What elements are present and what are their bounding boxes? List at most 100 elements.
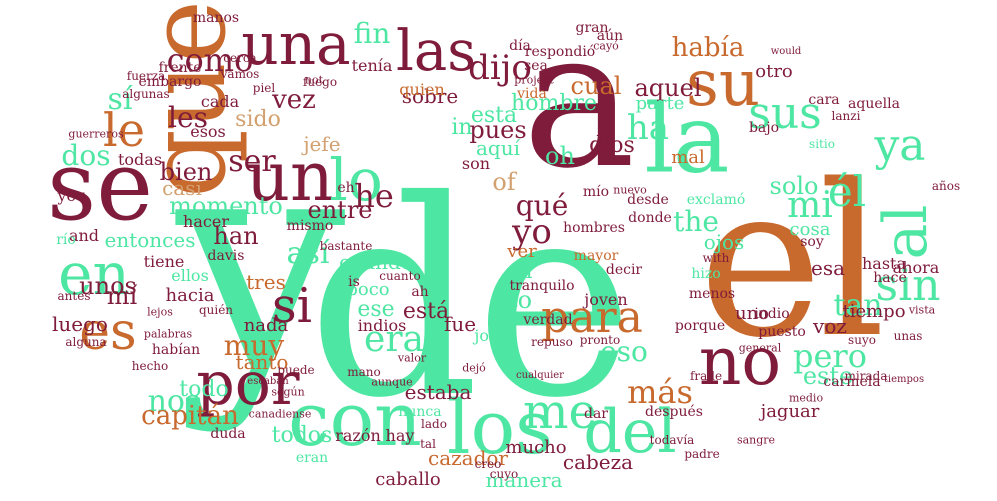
word-bajo: bajo [748,120,780,136]
word-luego: luego [52,312,108,336]
word-era: era [364,319,424,360]
word-davis: davis [207,248,245,264]
word-vamos: vamos [220,67,260,81]
word-cayo: cayó [593,39,619,53]
word-momento: momento [169,192,283,220]
word-sido: sido [235,107,281,132]
word-bastante: bastante [319,239,373,253]
word-dia: día [509,38,531,54]
word-hace: hace [873,270,907,286]
word-mi: mi [787,185,833,226]
word-lo: lo [329,146,383,214]
word-oh: oh [545,142,575,170]
word-unos: unos [79,272,137,300]
word-cerca: cerca [223,51,257,65]
word-cara: cara [808,92,840,108]
word-todo: todo [179,377,229,402]
word-ha: ha [626,108,670,148]
word-despues: después [645,404,703,420]
word-to: to [507,286,533,314]
word-una: una [241,10,351,78]
word-anos: años [931,179,961,193]
word-fue: fue [443,312,477,336]
word-tiempo: tiempo [842,301,906,322]
word-las: las [395,19,477,84]
word-indio: indio [754,306,790,322]
word-tranquilo: tranquilo [509,278,575,294]
word-uno: uno [734,303,770,324]
word-carmela: carmela [823,374,881,390]
word-medio: medio [788,391,824,405]
word-habian: habían [151,342,201,358]
word-hasta: hasta [861,254,907,273]
word-voz: voz [813,314,847,338]
word-otro: otro [755,61,793,82]
word-solo: solo [769,172,819,200]
word-mas: más [627,373,693,411]
word-not: not [304,73,324,87]
word-pero: pero [793,337,867,375]
word-ya: ya [874,120,926,171]
word-piel: piel [252,81,276,95]
word-desde: desde [627,192,669,208]
word-fin: fin [353,17,391,50]
word-tenia: tenía [351,56,393,75]
word-pronto: pronto [579,333,621,347]
word-muy: muy [223,329,285,362]
word-lejos: lejos [147,305,173,319]
word-ese: ese [357,297,395,322]
word-un: un [246,138,334,217]
word-han: han [213,222,259,250]
word-donde: donde [628,210,672,226]
word-canadiense: canadiense [248,407,312,421]
word-repuso: repuso [531,335,573,349]
word-aun: aún [596,28,624,44]
word-mio: mío [582,184,610,200]
word-sin: sin [875,260,941,311]
word-los: los [446,385,554,471]
word-dar: dar [583,406,609,422]
word-cosa: cosa [789,219,831,240]
word-cual: cual [570,72,622,100]
word-mi2: mí [106,282,138,310]
word-antes: antes [57,289,91,303]
word-fuerza: fuerza [126,69,166,83]
word-esos: esos [190,122,226,141]
word-la: la [644,84,729,195]
word-como: como [166,41,254,79]
word-soy: soy [800,234,824,250]
word-algunas: algunas [122,87,170,101]
word-para: para [541,292,643,343]
word-segun: según [271,385,305,399]
word-he: he [354,177,394,215]
word-frente: frente [158,60,202,76]
word-son: son [461,154,491,173]
word-si: si [272,278,312,334]
word-sobre: sobre [401,84,459,108]
word-aqui: aquí [475,136,521,160]
word-manos: manos [192,10,240,26]
word-vez: vez [272,85,316,115]
word-verdad: verdad [523,312,573,328]
word-hecho: hecho [131,359,169,373]
word-lado: lado [421,417,447,431]
word-jefe: jefe [303,132,341,156]
word-sus: sus [748,88,822,139]
word-guerreros: guerreros [68,127,124,141]
word-y: y [176,87,346,436]
word-ellos: ellos [171,266,209,285]
word-gran: gran [575,20,609,36]
word-entre: entre [307,196,373,224]
word-casi: casi [162,176,202,200]
word-hizo: hizo [691,266,721,282]
word-joven: joven [584,290,628,309]
word-por: por [196,349,300,419]
word-dios: dios [589,133,635,158]
word-menos: menos [688,286,736,302]
word-pues: pues [469,116,527,144]
word-with: with [702,251,730,265]
word-john: john [474,326,510,345]
word-no: no [698,323,782,400]
word-el2: él [827,167,867,216]
